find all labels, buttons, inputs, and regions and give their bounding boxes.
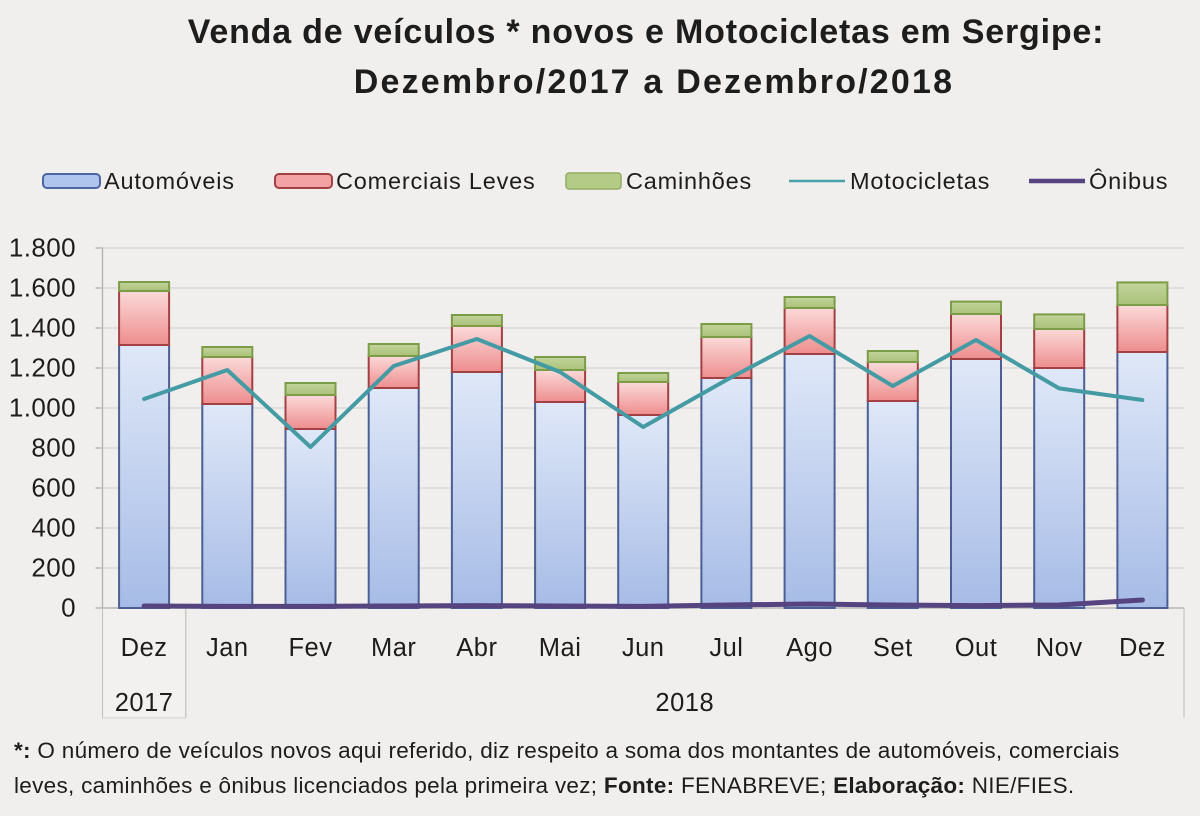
svg-text:Ônibus: Ônibus — [1089, 167, 1168, 194]
svg-text:2017: 2017 — [115, 689, 174, 717]
svg-text:Automóveis: Automóveis — [104, 168, 235, 194]
svg-text:Jun: Jun — [622, 634, 665, 662]
svg-text:Out: Out — [955, 634, 998, 662]
svg-text:200: 200 — [31, 553, 76, 583]
svg-text:Mar: Mar — [371, 634, 416, 662]
svg-text:Dezembro/2017 a Dezembro/2018: Dezembro/2017 a Dezembro/2018 — [354, 63, 955, 101]
svg-text:Jan: Jan — [206, 634, 249, 662]
svg-text:leves, caminhões e ônibus lice: leves, caminhões e ônibus licenciados pe… — [14, 773, 1074, 798]
svg-text:Venda de veículos * novos e Mo: Venda de veículos * novos e Motocicletas… — [188, 13, 1104, 51]
svg-text:1.800: 1.800 — [9, 233, 76, 263]
svg-text:Mai: Mai — [539, 634, 582, 662]
svg-text:Motocicletas: Motocicletas — [850, 168, 990, 194]
svg-text:1.600: 1.600 — [9, 273, 76, 303]
svg-text:Caminhões: Caminhões — [626, 168, 752, 194]
svg-text:Comerciais Leves: Comerciais Leves — [336, 168, 536, 194]
svg-text:Nov: Nov — [1036, 634, 1083, 662]
svg-text:1.000: 1.000 — [9, 393, 76, 423]
svg-text:Abr: Abr — [456, 634, 497, 662]
svg-text:0: 0 — [61, 593, 76, 623]
svg-text:Dez: Dez — [1119, 634, 1166, 662]
svg-text:1.400: 1.400 — [9, 313, 76, 343]
svg-text:Jul: Jul — [709, 634, 743, 662]
svg-text:*: O número de veículos novos: *: O número de veículos novos aqui refer… — [14, 738, 1120, 763]
svg-text:Ago: Ago — [786, 634, 833, 662]
svg-text:2018: 2018 — [655, 689, 714, 717]
svg-text:Set: Set — [873, 634, 913, 662]
svg-text:400: 400 — [31, 513, 76, 543]
svg-text:1.200: 1.200 — [9, 353, 76, 383]
svg-text:Fev: Fev — [288, 634, 332, 662]
svg-text:800: 800 — [31, 433, 76, 463]
svg-text:600: 600 — [31, 473, 76, 503]
svg-text:Dez: Dez — [121, 634, 168, 662]
